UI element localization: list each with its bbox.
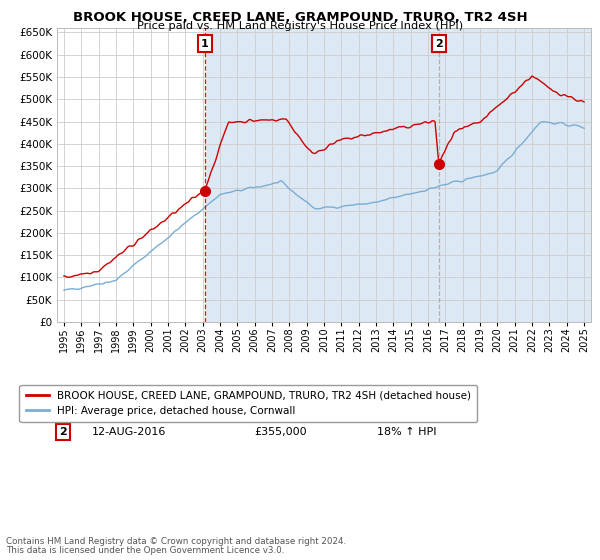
Text: 1: 1 — [200, 39, 208, 49]
Text: Contains HM Land Registry data © Crown copyright and database right 2024.: Contains HM Land Registry data © Crown c… — [6, 538, 346, 547]
Text: 10-FEB-2003: 10-FEB-2003 — [92, 407, 163, 417]
Text: 1: 1 — [59, 407, 67, 417]
Text: Price paid vs. HM Land Registry's House Price Index (HPI): Price paid vs. HM Land Registry's House … — [137, 21, 463, 31]
Bar — [57, 28, 205, 322]
Text: £355,000: £355,000 — [254, 427, 307, 437]
Text: 2: 2 — [59, 427, 67, 437]
Text: 49% ↑ HPI: 49% ↑ HPI — [377, 407, 437, 417]
Text: This data is licensed under the Open Government Licence v3.0.: This data is licensed under the Open Gov… — [6, 547, 284, 556]
Text: 12-AUG-2016: 12-AUG-2016 — [92, 427, 166, 437]
Text: 2: 2 — [435, 39, 443, 49]
Text: BROOK HOUSE, CREED LANE, GRAMPOUND, TRURO, TR2 4SH: BROOK HOUSE, CREED LANE, GRAMPOUND, TRUR… — [73, 11, 527, 24]
Legend: BROOK HOUSE, CREED LANE, GRAMPOUND, TRURO, TR2 4SH (detached house), HPI: Averag: BROOK HOUSE, CREED LANE, GRAMPOUND, TRUR… — [19, 385, 477, 422]
Text: 18% ↑ HPI: 18% ↑ HPI — [377, 427, 437, 437]
Text: £295,000: £295,000 — [254, 407, 307, 417]
